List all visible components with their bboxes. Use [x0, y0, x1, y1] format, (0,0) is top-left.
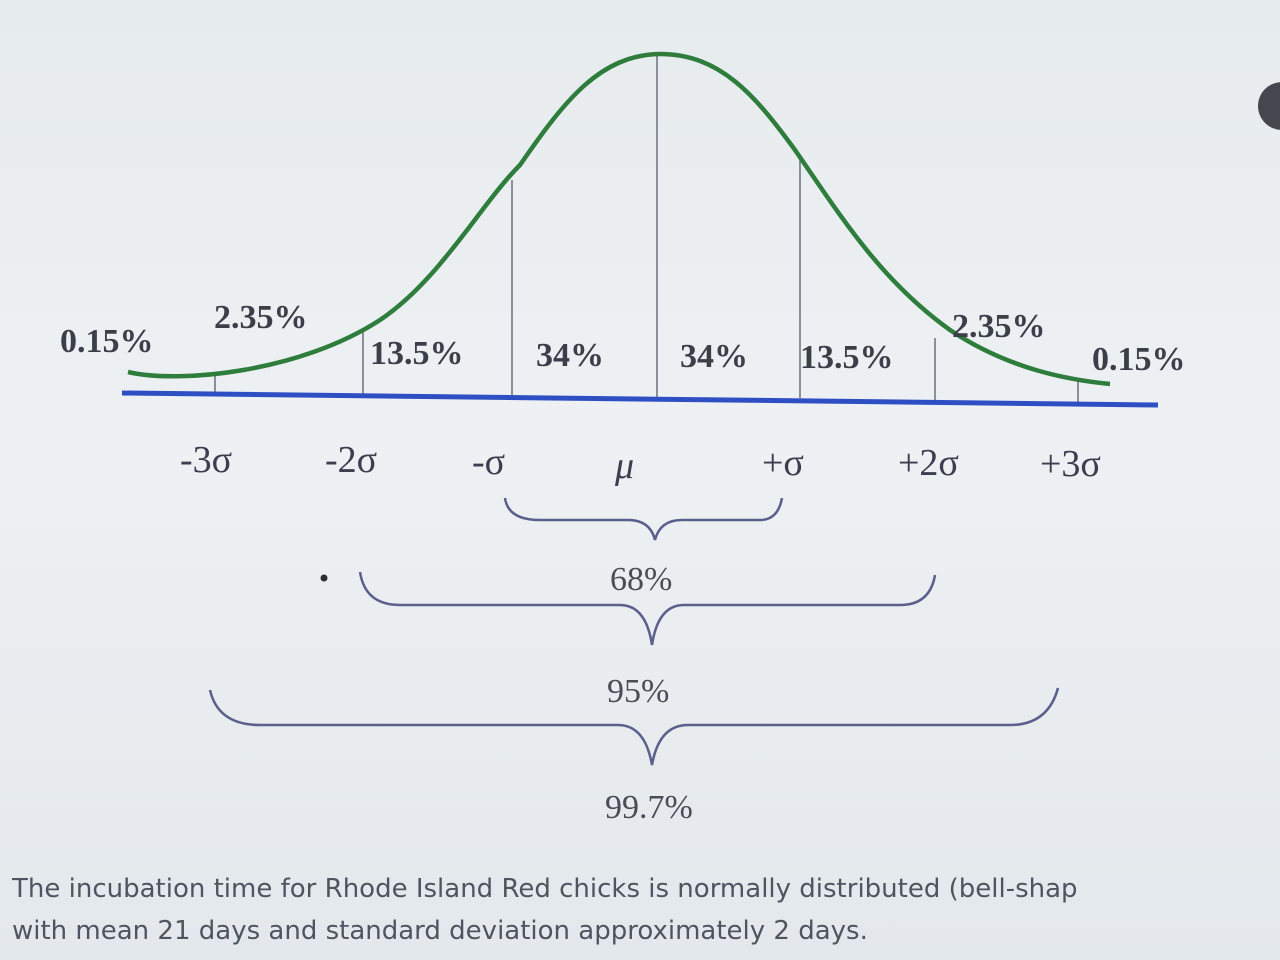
segment-label-left-mid: 13.5%	[370, 335, 464, 372]
axis-labels: -3σ -2σ -σ μ +σ +2σ +3σ	[180, 439, 1101, 487]
bell-curve	[127, 51, 1111, 387]
problem-caption: The incubation time for Rhode Island Red…	[12, 868, 1272, 952]
segment-label-right-mid: 13.5%	[800, 339, 894, 376]
brace-label-997: 99.7%	[605, 789, 693, 826]
segment-label-left-center: 34%	[536, 337, 604, 374]
segment-label-right-tail: 2.35%	[952, 308, 1046, 345]
stray-dot	[320, 574, 328, 582]
segment-label-far-left: 0.15%	[60, 323, 154, 360]
braces	[208, 497, 1060, 766]
axis-label-minus-3sigma: -3σ	[180, 439, 232, 481]
brace-997	[208, 687, 1060, 766]
caption-line-2: with mean 21 days and standard deviation…	[12, 916, 868, 946]
axis-label-minus-2sigma: -2σ	[325, 439, 377, 481]
segment-label-right-center: 34%	[680, 338, 748, 375]
axis-label-plus-1sigma: +σ	[762, 442, 804, 484]
brace-labels: 68% 95% 99.7%	[605, 561, 693, 826]
sigma-dividers	[214, 55, 1079, 402]
segment-label-far-right: 0.15%	[1092, 341, 1186, 378]
edge-circle-button[interactable]	[1258, 82, 1280, 130]
axis-label-plus-3sigma: +3σ	[1040, 443, 1101, 485]
caption-line-1: The incubation time for Rhode Island Red…	[12, 874, 1078, 904]
brace-68	[503, 497, 784, 541]
brace-95	[358, 571, 937, 646]
segment-labels: 0.15% 2.35% 13.5% 34% 34% 13.5% 2.35% 0.…	[60, 299, 1186, 378]
brace-label-95: 95%	[607, 673, 669, 710]
segment-label-left-tail: 2.35%	[214, 299, 308, 336]
axis-label-minus-1sigma: -σ	[472, 441, 505, 483]
x-axis-line	[121, 390, 1159, 408]
axis-label-plus-2sigma: +2σ	[898, 442, 959, 484]
brace-label-68: 68%	[610, 561, 672, 598]
axis-label-mean: μ	[614, 445, 634, 487]
